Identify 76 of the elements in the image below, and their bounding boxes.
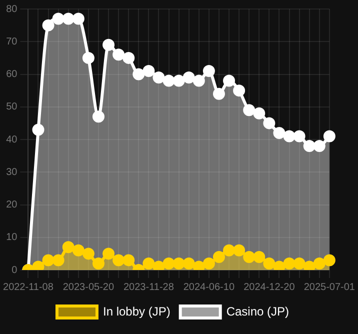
point <box>142 257 155 270</box>
point <box>102 248 115 260</box>
point <box>172 257 185 270</box>
point <box>303 260 316 270</box>
y-tick-label: 70 <box>6 36 18 48</box>
point <box>293 130 306 142</box>
point <box>72 12 84 25</box>
point <box>82 248 94 260</box>
point <box>182 257 195 270</box>
point <box>263 117 276 130</box>
point <box>32 124 44 136</box>
point <box>132 68 145 80</box>
point <box>42 254 54 266</box>
point <box>142 64 155 77</box>
point <box>313 257 326 270</box>
point <box>243 104 256 116</box>
point <box>182 72 195 84</box>
point <box>62 12 74 25</box>
point <box>263 257 276 270</box>
point <box>273 126 286 139</box>
point <box>102 38 115 51</box>
point <box>233 244 246 256</box>
point <box>192 74 205 87</box>
x-tick-label: 2022-11-08 <box>2 282 54 293</box>
y-tick-label: 80 <box>6 4 18 15</box>
legend-label: In lobby (JP) <box>102 304 170 318</box>
point <box>202 64 215 77</box>
point <box>92 110 104 123</box>
point <box>82 52 94 64</box>
point <box>273 260 286 270</box>
point <box>243 250 256 263</box>
point <box>313 140 326 152</box>
point <box>192 260 205 270</box>
point <box>112 254 125 266</box>
y-tick-label: 0 <box>12 264 18 276</box>
point <box>233 84 246 97</box>
point <box>212 250 225 263</box>
point <box>122 254 135 266</box>
y-tick-label: 10 <box>6 232 18 244</box>
point <box>42 19 54 32</box>
x-tick-label: 2024-06-10 <box>183 282 235 293</box>
y-tick-label: 30 <box>6 166 18 178</box>
point <box>162 74 175 87</box>
y-tick-label: 40 <box>6 134 18 146</box>
x-tick-label: 2025-07-01 <box>304 282 356 293</box>
point <box>112 48 125 61</box>
point <box>52 254 64 266</box>
point <box>152 260 165 270</box>
point <box>32 260 44 270</box>
y-tick-label: 20 <box>6 200 18 210</box>
point <box>223 74 236 87</box>
point <box>52 12 64 25</box>
point <box>323 254 336 266</box>
point <box>92 257 104 270</box>
y-tick-label: 60 <box>6 69 18 80</box>
point <box>223 244 236 256</box>
x-tick-label: 2023-11-28 <box>123 282 174 293</box>
point <box>172 74 185 87</box>
point <box>253 107 266 120</box>
point <box>162 257 175 270</box>
x-tick-label: 2023-05-20 <box>62 282 114 293</box>
point <box>293 257 306 270</box>
point <box>303 140 316 152</box>
point <box>283 257 296 270</box>
point <box>212 88 225 100</box>
x-tick-label: 2024-12-20 <box>244 282 296 293</box>
point <box>72 244 84 256</box>
point <box>152 72 165 84</box>
point <box>202 257 215 270</box>
point <box>283 130 296 142</box>
point <box>253 250 266 263</box>
point <box>323 130 336 142</box>
point <box>122 52 135 64</box>
y-tick-label: 50 <box>6 102 18 113</box>
point <box>62 241 74 254</box>
legend-label: Casino (JP) <box>226 304 290 318</box>
